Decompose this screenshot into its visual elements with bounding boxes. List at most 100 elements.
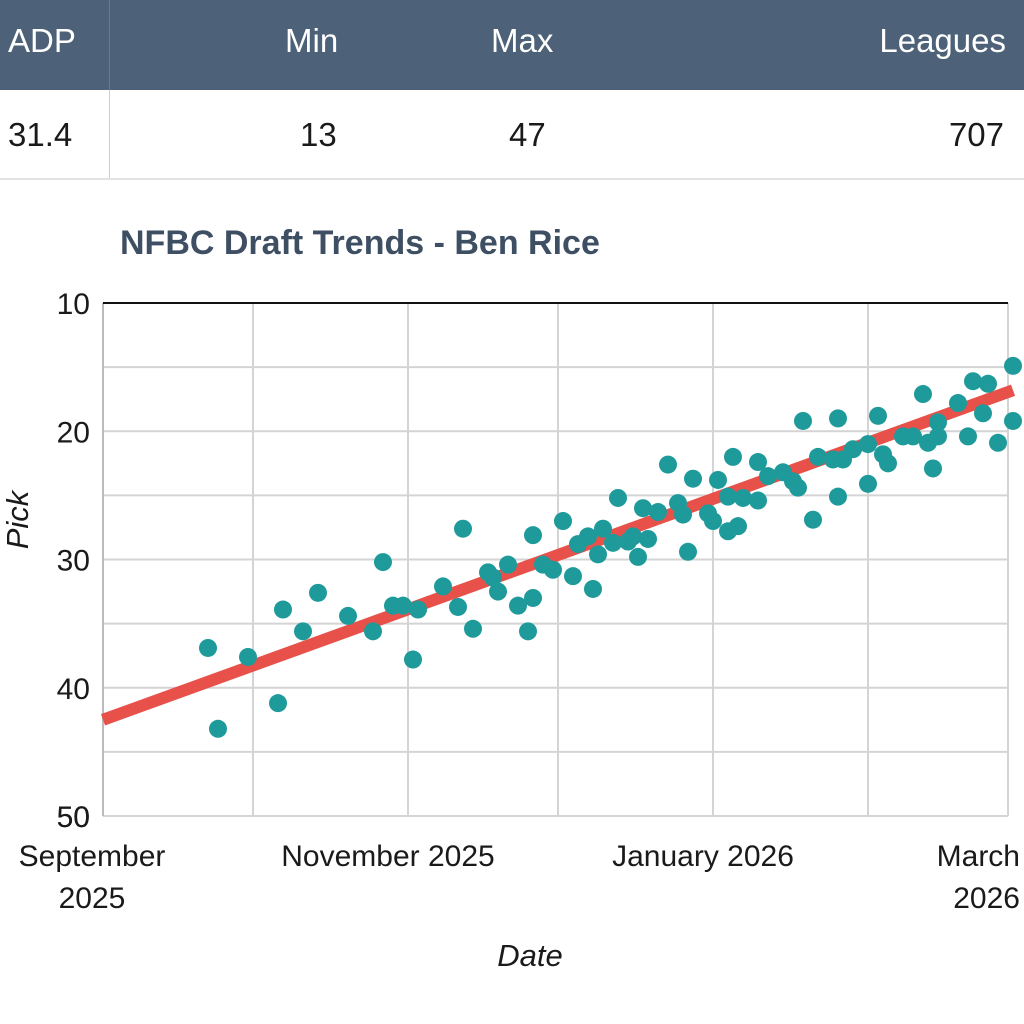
data-point	[869, 406, 887, 425]
data-point	[904, 427, 922, 446]
data-point	[859, 474, 877, 493]
data-point	[554, 512, 572, 531]
header-divider	[109, 0, 110, 90]
data-point	[659, 455, 677, 474]
x-tick-label: March 2026	[937, 840, 1020, 915]
data-point	[729, 517, 747, 536]
x-tick-label: September 2025	[19, 840, 166, 915]
data-point	[929, 413, 947, 432]
data-point	[649, 503, 667, 522]
y-tick-label: 30	[57, 545, 90, 578]
data-point	[964, 372, 982, 391]
header-adp: ADP	[8, 22, 76, 59]
data-point	[524, 588, 542, 607]
stats-values-row: 31.4 13 47 707	[0, 90, 1024, 180]
data-point	[464, 619, 482, 638]
data-point	[989, 433, 1007, 452]
data-point	[404, 650, 422, 669]
data-point	[274, 600, 292, 619]
data-point	[794, 411, 812, 430]
value-max: 47	[509, 116, 546, 153]
data-point	[489, 582, 507, 601]
x-tick-label: November 2025	[281, 840, 494, 873]
data-point	[804, 510, 822, 529]
data-point	[914, 385, 932, 404]
data-point	[524, 526, 542, 545]
grid-lines	[102, 303, 1009, 817]
data-point	[519, 622, 537, 641]
data-point	[499, 555, 517, 574]
data-point	[639, 529, 657, 548]
data-point	[294, 622, 312, 641]
x-axis-title: Date	[497, 938, 562, 973]
points-layer	[199, 356, 1022, 738]
y-tick-label: 40	[57, 673, 90, 706]
data-point	[209, 719, 227, 738]
data-point	[704, 512, 722, 531]
data-point	[589, 545, 607, 564]
y-axis-title: Pick	[0, 489, 35, 549]
data-point	[879, 454, 897, 473]
data-point	[924, 459, 942, 478]
data-point	[584, 579, 602, 598]
data-point	[394, 596, 412, 615]
data-point	[809, 447, 827, 466]
data-point	[759, 467, 777, 486]
data-point	[199, 638, 217, 657]
data-point	[1004, 356, 1022, 375]
data-point	[604, 533, 622, 552]
data-point	[434, 577, 452, 596]
data-point	[979, 374, 997, 393]
data-point	[564, 567, 582, 586]
data-point	[579, 527, 597, 546]
data-point	[719, 487, 737, 506]
data-point	[374, 553, 392, 572]
value-min: 13	[300, 116, 337, 153]
data-point	[829, 487, 847, 506]
header-leagues: Leagues	[879, 22, 1006, 59]
y-tick-label: 50	[57, 801, 90, 834]
data-point	[509, 596, 527, 615]
data-point	[629, 547, 647, 566]
data-point	[709, 470, 727, 489]
data-point	[734, 488, 752, 507]
data-point	[974, 404, 992, 423]
data-point	[624, 527, 642, 546]
data-point	[269, 694, 287, 713]
data-point	[859, 435, 877, 454]
x-tick-label: January 2026	[612, 840, 794, 873]
data-point	[749, 453, 767, 472]
data-point	[409, 600, 427, 619]
data-point	[309, 583, 327, 602]
data-point	[609, 488, 627, 507]
data-point	[844, 440, 862, 459]
data-point	[789, 478, 807, 497]
data-point	[959, 427, 977, 446]
data-point	[1004, 411, 1022, 430]
value-adp: 31.4	[8, 116, 73, 153]
x-tick-labels: September 2025 November 2025 January 2026 Ma…	[19, 840, 1020, 915]
y-tick-label: 20	[57, 416, 90, 449]
values-divider	[109, 90, 110, 178]
data-point	[454, 519, 472, 538]
data-point	[544, 560, 562, 579]
data-point	[929, 427, 947, 446]
data-point	[749, 491, 767, 510]
data-point	[634, 499, 652, 518]
data-point	[684, 469, 702, 488]
data-point	[594, 519, 612, 538]
data-point	[679, 542, 697, 561]
stats-header: ADP Min Max Leagues	[0, 0, 1024, 90]
data-point	[829, 409, 847, 428]
data-point	[239, 647, 257, 666]
chart-title: NFBC Draft Trends - Ben Rice	[120, 224, 600, 262]
y-tick-label: 10	[57, 288, 90, 321]
header-min: Min	[285, 22, 339, 59]
data-point	[364, 622, 382, 641]
y-tick-label: 50	[57, 801, 90, 834]
data-point	[724, 447, 742, 466]
data-point	[449, 597, 467, 616]
data-point	[674, 505, 692, 524]
